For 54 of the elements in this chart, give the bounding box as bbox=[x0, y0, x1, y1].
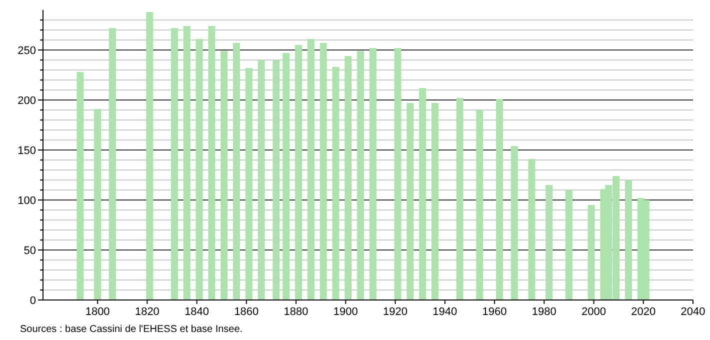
x-tick-label: 1820 bbox=[134, 306, 160, 318]
x-tick-label: 2020 bbox=[631, 306, 656, 318]
bar bbox=[258, 60, 265, 300]
bar bbox=[233, 43, 240, 300]
bar bbox=[220, 51, 228, 300]
y-tick-label: 150 bbox=[18, 144, 36, 157]
bar bbox=[94, 109, 102, 300]
bar bbox=[369, 48, 376, 300]
bar bbox=[357, 51, 364, 300]
y-tick-label: 250 bbox=[18, 44, 36, 57]
bar bbox=[496, 99, 503, 300]
y-tick-label: 0 bbox=[30, 294, 36, 307]
bar bbox=[307, 39, 314, 300]
bar bbox=[510, 146, 518, 300]
x-tick-label: 2000 bbox=[582, 306, 606, 318]
x-tick-label: 1860 bbox=[234, 306, 259, 318]
bar bbox=[245, 68, 252, 300]
x-tick-label: 1900 bbox=[333, 306, 358, 318]
x-tick-label: 1960 bbox=[482, 306, 507, 318]
y-tick-label: 50 bbox=[24, 244, 36, 257]
x-tick-label: 1880 bbox=[284, 306, 308, 318]
bar bbox=[456, 98, 464, 300]
bar bbox=[431, 103, 438, 300]
bar bbox=[332, 67, 340, 300]
y-tick-label: 200 bbox=[18, 94, 36, 107]
bar bbox=[624, 180, 632, 300]
x-tick-label: 1920 bbox=[383, 306, 408, 318]
bar bbox=[588, 205, 595, 300]
bar bbox=[146, 12, 154, 300]
bar bbox=[344, 56, 352, 300]
x-tick-label: 1940 bbox=[432, 306, 458, 318]
y-tick-label: 100 bbox=[18, 194, 36, 207]
bar bbox=[565, 190, 572, 300]
bar bbox=[419, 88, 426, 300]
bar bbox=[282, 53, 290, 300]
bar bbox=[295, 45, 302, 300]
bar bbox=[320, 43, 327, 300]
source-note: Sources : base Cassini de l'EHESS et base Insee. bbox=[20, 324, 243, 335]
bar bbox=[528, 159, 536, 300]
bar bbox=[476, 110, 484, 300]
bar bbox=[183, 26, 190, 300]
bar bbox=[76, 72, 84, 300]
bar bbox=[208, 26, 216, 300]
x-tick-label: 1980 bbox=[532, 306, 556, 318]
x-tick-label: 2040 bbox=[680, 306, 706, 318]
bar bbox=[394, 48, 402, 300]
bar bbox=[406, 103, 414, 300]
bar bbox=[196, 39, 203, 300]
bar bbox=[546, 185, 553, 300]
bar bbox=[108, 28, 116, 300]
bar bbox=[272, 60, 280, 300]
bar bbox=[170, 28, 178, 300]
x-tick-label: 1840 bbox=[184, 306, 210, 318]
x-tick-label: 1800 bbox=[85, 306, 110, 318]
